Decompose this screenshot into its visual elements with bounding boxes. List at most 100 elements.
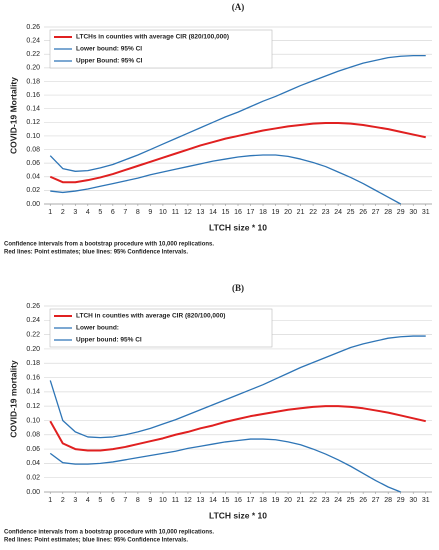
x-tick-label: 2 [61, 497, 65, 504]
x-tick-label: 23 [322, 497, 330, 504]
y-tick-label: 0.18 [26, 78, 40, 85]
legend-label: Lower bound: [76, 325, 119, 332]
series-line [49, 438, 401, 493]
x-tick-label: 17 [247, 497, 255, 504]
y-tick-label: 0.22 [26, 51, 40, 58]
x-tick-label: 30 [409, 497, 417, 504]
x-tick-label: 29 [397, 209, 405, 216]
y-tick-label: 0.10 [26, 417, 40, 424]
y-tick-label: 0.24 [26, 317, 40, 324]
x-tick-label: 10 [159, 209, 167, 216]
footnote: Confidence intervals from a bootstrap pr… [4, 530, 214, 536]
x-tick-label: 30 [409, 209, 417, 216]
x-tick-label: 28 [384, 497, 392, 504]
x-tick-label: 28 [384, 209, 392, 216]
x-tick-label: 18 [259, 209, 267, 216]
x-tick-label: 23 [322, 209, 330, 216]
panel-label: (A) [232, 2, 245, 12]
y-tick-label: 0.06 [26, 160, 40, 167]
x-tick-label: 8 [136, 209, 140, 216]
y-tick-label: 0.22 [26, 331, 40, 338]
legend-label: LTCH in counties with average CIR (820/1… [76, 313, 225, 320]
x-tick-label: 6 [111, 497, 115, 504]
y-tick-label: 0.10 [26, 133, 40, 140]
legend-label: LTCHs in counties with average CIR (820/… [76, 34, 229, 41]
x-tick-label: 25 [347, 497, 355, 504]
y-tick-label: 0.04 [26, 460, 40, 467]
x-tick-label: 5 [98, 209, 102, 216]
y-tick-label: 0.18 [26, 360, 40, 367]
x-tick-label: 19 [272, 497, 280, 504]
x-tick-label: 12 [184, 209, 192, 216]
x-tick-label: 11 [172, 497, 179, 504]
series-line [49, 54, 426, 172]
x-tick-label: 31 [422, 209, 430, 216]
x-tick-label: 14 [209, 497, 217, 504]
y-tick-label: 0.14 [26, 106, 40, 113]
x-tick-label: 3 [73, 497, 77, 504]
y-tick-label: 0.12 [26, 403, 40, 410]
footnote: Red lines: Point estimates; blue lines: … [4, 250, 188, 256]
series-line [50, 154, 402, 205]
x-tick-label: 8 [136, 497, 140, 504]
x-tick-label: 20 [284, 209, 292, 216]
y-tick-label: 0.00 [26, 201, 40, 208]
y-tick-label: 0.06 [26, 446, 40, 453]
x-tick-label: 18 [259, 497, 267, 504]
y-tick-label: 0.08 [26, 432, 40, 439]
y-tick-label: 0.04 [26, 174, 40, 181]
panel-label: (B) [232, 283, 244, 293]
x-tick-label: 16 [234, 209, 242, 216]
x-tick-label: 3 [73, 209, 77, 216]
y-axis-title: COVID-19 mortality [8, 360, 18, 438]
y-axis-title: COVID-19 Mortality [8, 77, 18, 154]
x-tick-label: 20 [284, 497, 292, 504]
legend-label: Lower bound: 95% CI [76, 46, 142, 53]
x-tick-label: 17 [247, 209, 255, 216]
y-tick-label: 0.02 [26, 187, 40, 194]
x-tick-label: 4 [86, 497, 90, 504]
y-tick-label: 0.16 [26, 374, 40, 381]
x-tick-label: 27 [372, 497, 380, 504]
legend-label: Upper bound: 95% CI [76, 337, 142, 344]
x-tick-label: 21 [297, 209, 305, 216]
y-tick-label: 0.16 [26, 92, 40, 99]
legend-box [49, 29, 273, 69]
y-tick-label: 0.26 [26, 303, 40, 310]
x-tick-label: 2 [61, 209, 65, 216]
footnote: Red lines: Point estimates; blue lines: … [4, 538, 188, 544]
x-tick-label: 16 [234, 497, 242, 504]
legend-label: Upper Bound: 95% CI [76, 58, 143, 65]
y-tick-label: 0.08 [26, 146, 40, 153]
x-tick-label: 25 [347, 209, 355, 216]
y-tick-label: 0.20 [26, 65, 40, 72]
y-tick-label: 0.20 [26, 346, 40, 353]
x-tick-label: 14 [209, 209, 217, 216]
x-tick-label: 27 [372, 209, 380, 216]
x-tick-label: 4 [86, 209, 90, 216]
x-tick-label: 24 [334, 497, 342, 504]
y-tick-label: 0.02 [26, 475, 40, 482]
x-tick-label: 13 [197, 497, 205, 504]
x-tick-label: 7 [123, 497, 127, 504]
x-tick-label: 15 [222, 209, 230, 216]
x-tick-label: 19 [272, 209, 280, 216]
x-axis-title: LTCH size * 10 [209, 510, 267, 520]
x-tick-label: 22 [309, 497, 317, 504]
x-tick-label: 10 [159, 497, 167, 504]
series-line [49, 405, 426, 452]
y-tick-label: 0.26 [26, 24, 40, 31]
x-tick-label: 1 [48, 209, 52, 216]
legend-box [49, 308, 273, 348]
x-tick-label: 6 [111, 209, 115, 216]
y-tick-label: 0.14 [26, 389, 40, 396]
footnote: Confidence intervals from a bootstrap pr… [4, 242, 214, 248]
x-tick-label: 9 [148, 209, 152, 216]
x-tick-label: 15 [222, 497, 230, 504]
x-tick-label: 11 [172, 209, 179, 216]
x-tick-label: 7 [123, 209, 127, 216]
x-tick-label: 5 [98, 497, 102, 504]
x-tick-label: 22 [309, 209, 317, 216]
x-tick-label: 26 [359, 209, 367, 216]
